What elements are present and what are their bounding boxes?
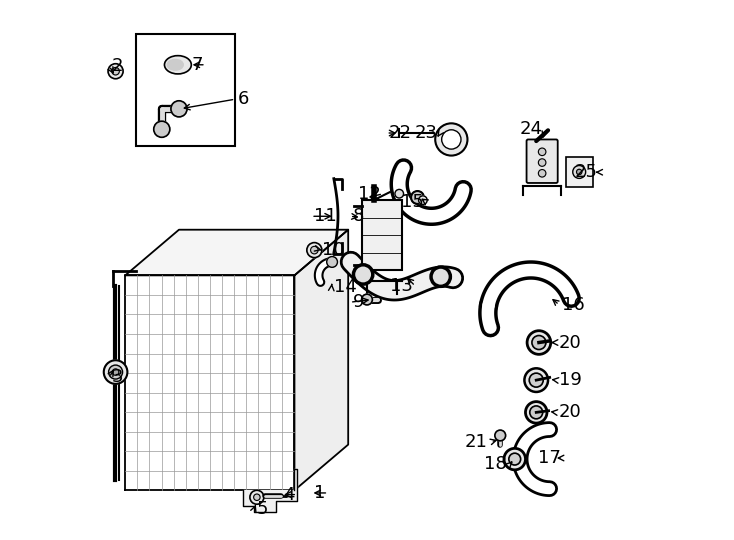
Circle shape [310, 246, 318, 254]
Polygon shape [244, 469, 297, 512]
Circle shape [153, 121, 170, 137]
Text: 7: 7 [192, 56, 203, 74]
Circle shape [411, 191, 424, 204]
Circle shape [538, 159, 546, 166]
Text: 17: 17 [537, 449, 560, 467]
Circle shape [524, 368, 548, 392]
Circle shape [529, 373, 543, 387]
Circle shape [418, 196, 427, 205]
Text: 11: 11 [314, 207, 337, 225]
Circle shape [254, 494, 260, 501]
Polygon shape [126, 230, 348, 275]
Text: 8: 8 [352, 207, 364, 225]
Circle shape [395, 190, 404, 198]
Circle shape [354, 265, 373, 284]
Circle shape [526, 402, 547, 423]
Bar [136, 33, 236, 146]
Circle shape [362, 294, 372, 305]
FancyBboxPatch shape [362, 200, 402, 270]
Polygon shape [294, 230, 348, 490]
Circle shape [509, 453, 520, 465]
Circle shape [307, 242, 322, 258]
Circle shape [431, 267, 451, 286]
Text: 6: 6 [238, 90, 250, 108]
Text: 24: 24 [520, 120, 542, 138]
Text: 14: 14 [334, 278, 357, 296]
Text: 18: 18 [484, 455, 506, 474]
Text: 19: 19 [559, 371, 581, 389]
Circle shape [171, 101, 187, 117]
Text: 22: 22 [389, 124, 412, 142]
Text: 12: 12 [357, 185, 380, 202]
Circle shape [530, 406, 542, 419]
Circle shape [112, 369, 119, 375]
Text: 2: 2 [112, 57, 123, 75]
Text: 20: 20 [559, 403, 581, 421]
Text: 3: 3 [112, 368, 123, 387]
Circle shape [327, 256, 338, 267]
Circle shape [504, 448, 526, 470]
Circle shape [108, 64, 123, 79]
Circle shape [112, 68, 120, 75]
Text: 1: 1 [314, 484, 326, 502]
Circle shape [576, 169, 582, 174]
Circle shape [109, 365, 123, 379]
Polygon shape [126, 275, 294, 490]
Circle shape [250, 490, 264, 504]
Circle shape [435, 123, 468, 156]
Ellipse shape [167, 59, 184, 70]
FancyBboxPatch shape [526, 139, 558, 183]
Circle shape [527, 330, 550, 354]
Text: 16: 16 [562, 296, 585, 314]
Text: 25: 25 [575, 163, 597, 181]
Text: 10: 10 [322, 241, 345, 259]
Circle shape [573, 166, 586, 178]
Circle shape [103, 360, 128, 384]
Text: 4: 4 [283, 485, 294, 504]
Text: 23: 23 [415, 124, 437, 142]
Text: 21: 21 [465, 433, 488, 451]
Circle shape [495, 430, 506, 441]
Bar [566, 157, 592, 187]
Circle shape [538, 148, 546, 156]
Ellipse shape [164, 56, 192, 74]
Circle shape [532, 335, 546, 349]
Circle shape [538, 170, 546, 177]
Text: 20: 20 [559, 334, 581, 352]
Text: 15: 15 [401, 193, 424, 211]
Text: 9: 9 [352, 293, 364, 311]
Text: 5: 5 [257, 500, 269, 518]
Circle shape [442, 130, 461, 149]
Text: 13: 13 [390, 277, 413, 295]
